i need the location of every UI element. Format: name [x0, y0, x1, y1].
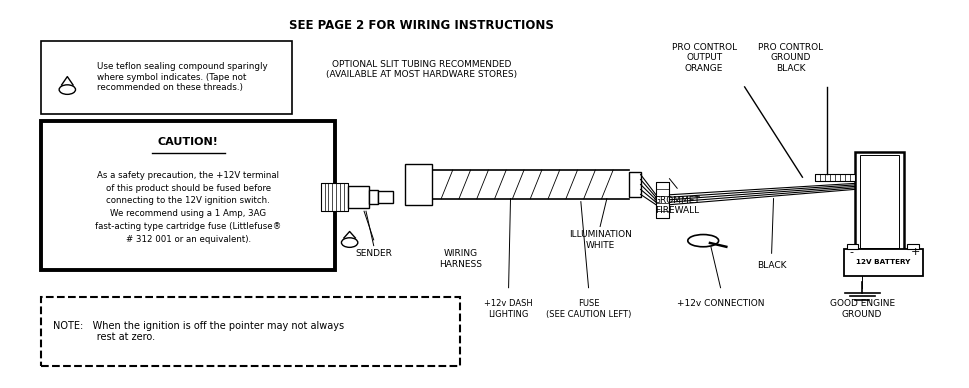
Text: SEE PAGE 2 FOR WIRING INSTRUCTIONS: SEE PAGE 2 FOR WIRING INSTRUCTIONS [290, 19, 554, 32]
Text: FUSE
(SEE CAUTION LEFT): FUSE (SEE CAUTION LEFT) [546, 299, 631, 319]
Ellipse shape [341, 238, 358, 248]
Text: GROMMET
FIREWALL: GROMMET FIREWALL [654, 196, 701, 215]
Bar [348, 186, 369, 208]
Text: PRO CONTROL
GROUND
BLACK: PRO CONTROL GROUND BLACK [759, 43, 824, 73]
Bar [321, 182, 348, 211]
Bar [378, 191, 393, 203]
Text: GOOD ENGINE
GROUND: GOOD ENGINE GROUND [829, 299, 894, 319]
Text: WIRING
HARNESS: WIRING HARNESS [439, 249, 482, 269]
Bar [844, 249, 922, 276]
Ellipse shape [59, 85, 76, 94]
Text: +: + [911, 247, 920, 257]
Text: CAUTION!: CAUTION! [158, 137, 219, 147]
Text: +12v CONNECTION: +12v CONNECTION [676, 299, 765, 308]
Text: -: - [850, 247, 854, 257]
Bar [369, 190, 378, 204]
Bar [907, 244, 919, 249]
Text: OPTIONAL SLIT TUBING RECOMMENDED
(AVAILABLE AT MOST HARDWARE STORES): OPTIONAL SLIT TUBING RECOMMENDED (AVAILA… [327, 60, 517, 80]
Bar [847, 244, 859, 249]
Text: NOTE:   When the ignition is off the pointer may not always
              rest a: NOTE: When the ignition is off the point… [53, 321, 344, 343]
Text: PRO CONTROL
OUTPUT
ORANGE: PRO CONTROL OUTPUT ORANGE [672, 43, 736, 73]
Text: SENDER: SENDER [356, 249, 392, 258]
Text: As a safety precaution, the +12V terminal
of this product should be fused before: As a safety precaution, the +12V termina… [95, 171, 281, 244]
Text: BLACK: BLACK [757, 261, 787, 270]
Bar [815, 174, 856, 181]
Bar [856, 152, 904, 251]
Text: 12V BATTERY: 12V BATTERY [857, 259, 911, 265]
Bar [42, 297, 460, 366]
Bar [42, 41, 292, 114]
Bar [404, 165, 431, 204]
Bar [42, 121, 335, 270]
Text: +12v DASH
LIGHTING: +12v DASH LIGHTING [484, 299, 533, 319]
Text: Use teflon sealing compound sparingly
where symbol indicates. (Tape not
recommen: Use teflon sealing compound sparingly wh… [97, 62, 267, 92]
Text: ILLUMINATION
WHITE: ILLUMINATION WHITE [569, 230, 632, 250]
Bar [629, 172, 641, 197]
Bar [860, 155, 899, 248]
Bar [656, 182, 670, 218]
